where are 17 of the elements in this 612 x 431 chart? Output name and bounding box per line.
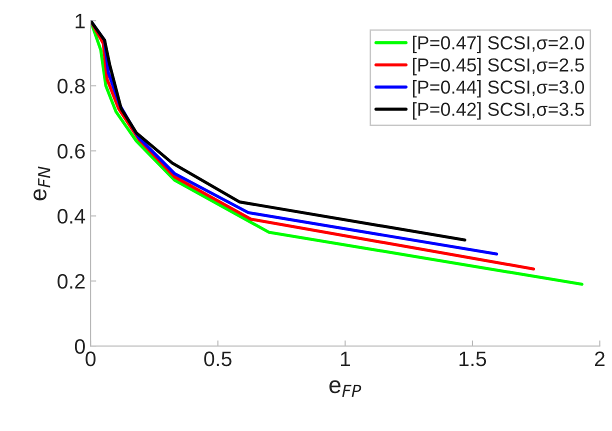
y-tick-label: 0.2 [58, 274, 85, 289]
y-tick-label: 0.6 [58, 144, 85, 159]
y-tick-label: 1 [76, 14, 85, 28]
legend-label: [P=0.44] SCSI,σ=3.0 [412, 80, 584, 98]
legend-label: [P=0.47] SCSI,σ=2.0 [412, 36, 584, 54]
x-tick-label: 1.5 [460, 352, 486, 366]
y-tick-label: 0 [74, 339, 85, 354]
x-tick-label: 0.5 [204, 352, 232, 366]
x-axis-title: e$_{FP}$ [329, 380, 362, 397]
y-tick-label: 0.8 [58, 78, 85, 94]
x-tick-label: 1 [340, 352, 350, 366]
x-tick-label: 0 [86, 352, 96, 366]
x-tick-label: 2 [595, 352, 605, 366]
y-axis-title: e$_{FN}$ [34, 166, 50, 200]
legend-label: [P=0.42] SCSI,σ=3.5 [412, 102, 584, 120]
y-tick-label: 0.4 [58, 208, 86, 224]
legend-label: [P=0.45] SCSI,σ=2.5 [412, 58, 584, 76]
